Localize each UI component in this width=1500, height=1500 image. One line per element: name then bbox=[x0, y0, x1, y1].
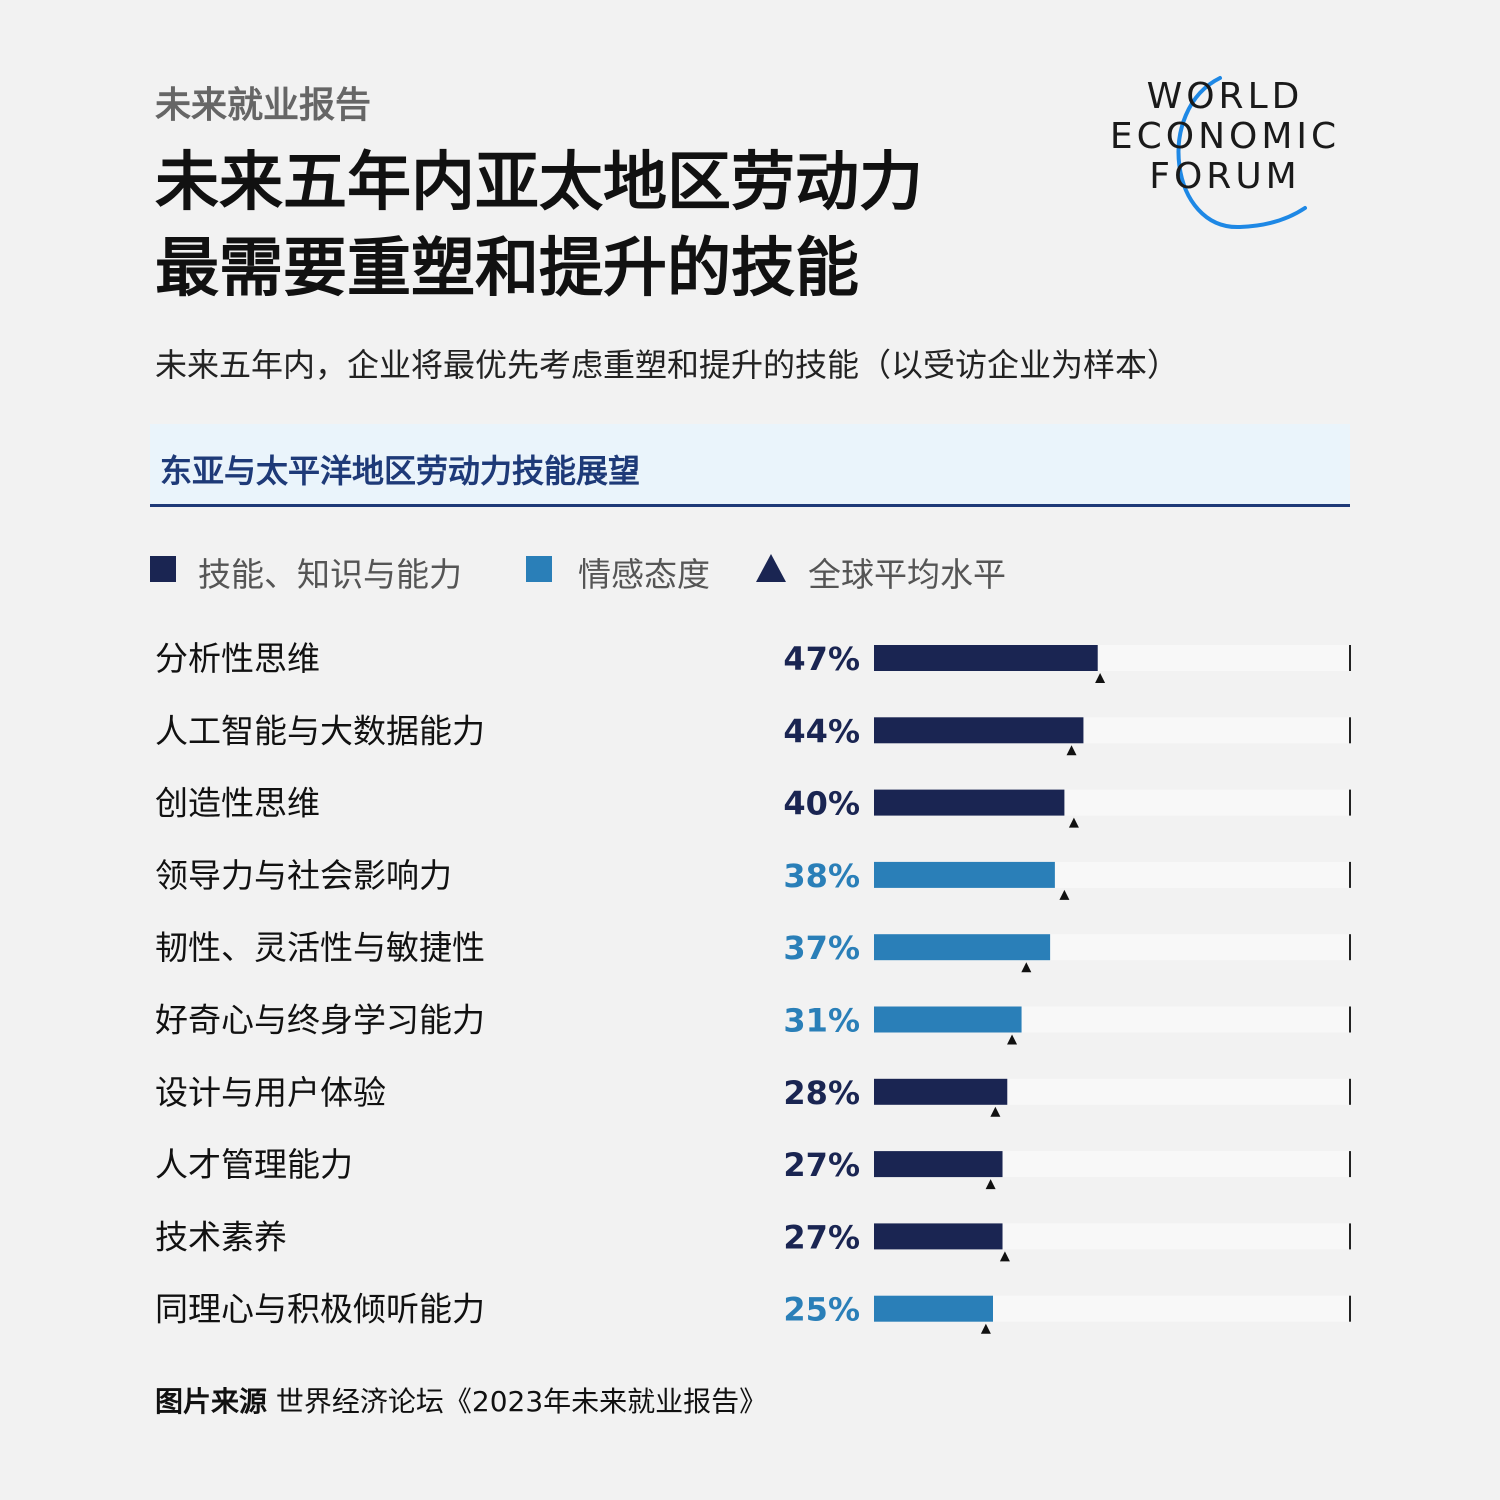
global-average-marker bbox=[1021, 962, 1032, 973]
bar bbox=[874, 1295, 993, 1322]
bar bbox=[874, 717, 1084, 744]
chart-subtitle: 未来五年内，企业将最优先考虑重塑和提升的技能（以受访企业为样本） bbox=[155, 346, 1180, 384]
page-title: 未来五年内亚太地区劳动力 最需要重塑和提升的技能 bbox=[155, 140, 1055, 312]
legend-label-skills: 技能、知识与能力 bbox=[198, 555, 462, 594]
value-label: 38% bbox=[783, 857, 860, 895]
category-label: 技术素养 bbox=[155, 1217, 287, 1256]
category-label: 人才管理能力 bbox=[155, 1145, 353, 1184]
source-text: 世界经济论坛《2023年未来就业报告》 bbox=[267, 1385, 768, 1418]
value-label: 31% bbox=[783, 1002, 860, 1040]
report-kicker: 未来就业报告 bbox=[155, 85, 372, 126]
value-label: 40% bbox=[783, 785, 860, 823]
bar bbox=[874, 645, 1098, 671]
bar bbox=[874, 789, 1065, 816]
value-label: 37% bbox=[783, 929, 860, 967]
legend-swatch-attitudes bbox=[526, 556, 552, 582]
global-average-marker bbox=[1059, 889, 1070, 900]
category-label: 领导力与社会影响力 bbox=[155, 856, 452, 895]
legend-label-global-average: 全球平均水平 bbox=[808, 555, 1006, 594]
category-label: 设计与用户体验 bbox=[155, 1073, 386, 1112]
global-average-marker bbox=[1095, 673, 1106, 683]
source-label: 图片来源 bbox=[155, 1385, 268, 1418]
category-label: 韧性、灵活性与敏捷性 bbox=[155, 928, 485, 967]
skills-bar-chart: 分析性思维 47% 人工智能与大数据能力 44% 创造性思维 40% 领导力与社会影响力 38… bbox=[155, 639, 1351, 1334]
global-average-marker bbox=[999, 1251, 1010, 1262]
value-label: 28% bbox=[783, 1074, 860, 1112]
category-label: 创造性思维 bbox=[155, 784, 320, 823]
value-label: 27% bbox=[783, 1218, 860, 1256]
value-label: 47% bbox=[783, 640, 860, 678]
bar bbox=[874, 1223, 1003, 1250]
legend-swatch-skills bbox=[150, 556, 176, 582]
global-average-marker bbox=[1007, 1034, 1018, 1045]
category-label: 同理心与积极倾听能力 bbox=[155, 1290, 485, 1329]
bar bbox=[874, 861, 1055, 888]
global-average-triangle-icon bbox=[756, 554, 786, 582]
legend-label-attitudes: 情感态度 bbox=[578, 555, 710, 594]
bar bbox=[874, 1078, 1008, 1105]
logo-word-economic: ECONOMIC bbox=[1109, 116, 1341, 157]
global-average-marker bbox=[985, 1179, 996, 1190]
title-line-1: 未来五年内亚太地区劳动力 bbox=[155, 146, 923, 220]
bar bbox=[874, 1006, 1022, 1033]
value-label: 27% bbox=[783, 1146, 860, 1184]
logo-word-forum: FORUM bbox=[1149, 156, 1301, 197]
wef-logo: WORLD ECONOMIC FORUM bbox=[1090, 70, 1360, 240]
bar bbox=[874, 934, 1051, 961]
panel-header: 东亚与太平洋地区劳动力技能展望 bbox=[150, 424, 1350, 507]
logo-word-world: WORLD bbox=[1146, 76, 1304, 117]
panel-heading: 东亚与太平洋地区劳动力技能展望 bbox=[160, 452, 641, 490]
source-footer: 图片来源 世界经济论坛《2023年未来就业报告》 bbox=[155, 1380, 767, 1420]
value-label: 44% bbox=[783, 712, 860, 750]
title-line-2: 最需要重塑和提升的技能 bbox=[155, 232, 859, 306]
category-label: 好奇心与终身学习能力 bbox=[155, 1001, 485, 1040]
global-average-marker bbox=[1066, 745, 1077, 756]
category-label: 分析性思维 bbox=[155, 639, 320, 678]
logo-arc-icon bbox=[1176, 76, 1307, 230]
category-label: 人工智能与大数据能力 bbox=[155, 711, 485, 750]
global-average-marker bbox=[980, 1323, 991, 1334]
value-label: 25% bbox=[783, 1291, 860, 1329]
global-average-marker bbox=[990, 1106, 1001, 1117]
global-average-marker bbox=[1068, 817, 1079, 828]
bar bbox=[874, 1151, 1003, 1178]
